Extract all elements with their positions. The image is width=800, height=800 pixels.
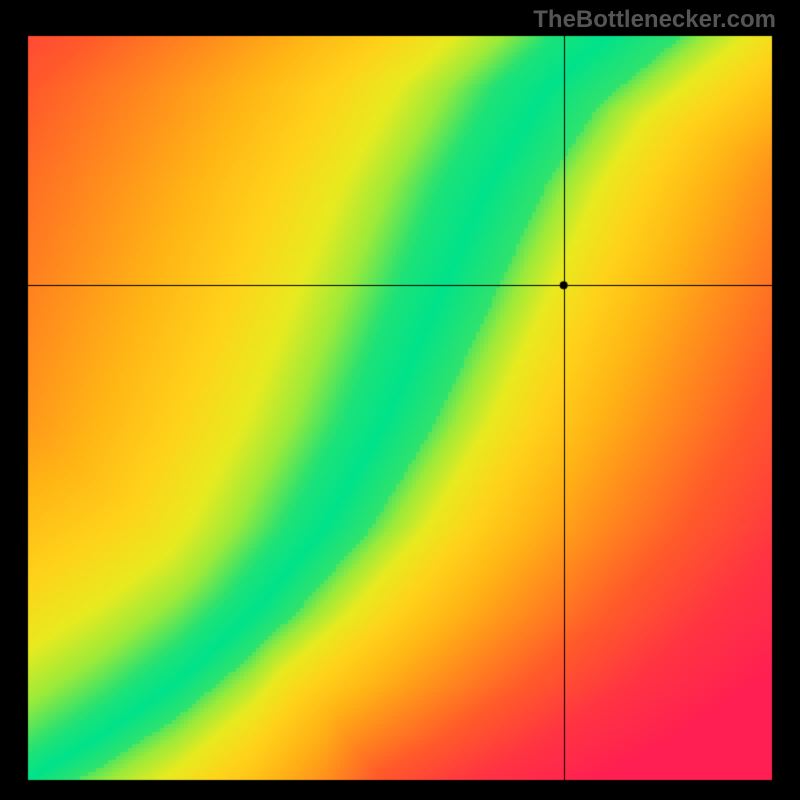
heatmap-canvas [0, 0, 800, 800]
watermark-text: TheBottlenecker.com [533, 6, 776, 34]
chart-container: TheBottlenecker.com [0, 0, 800, 800]
